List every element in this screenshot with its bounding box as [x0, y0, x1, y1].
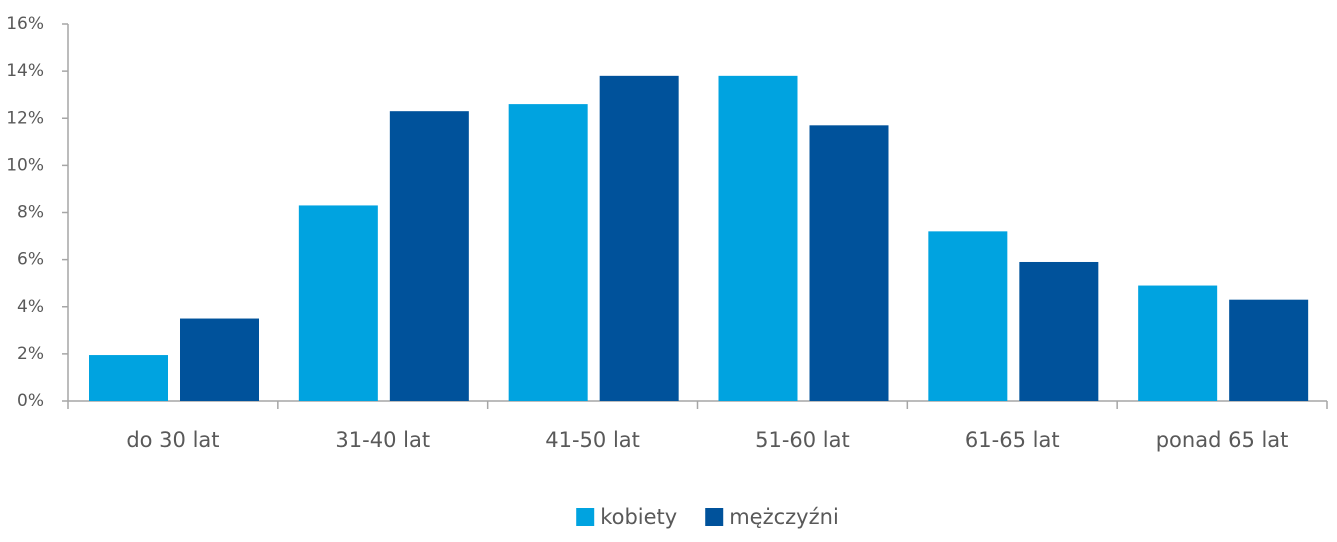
- y-tick-label: 6%: [17, 250, 44, 270]
- bar: [1138, 285, 1218, 401]
- bar: [508, 104, 588, 402]
- x-tick-label: 41-50 lat: [545, 428, 640, 452]
- y-tick-label: 2%: [17, 344, 44, 364]
- bar: [809, 125, 889, 401]
- y-tick-label: 4%: [17, 297, 44, 317]
- bar: [1229, 299, 1309, 401]
- bar: [718, 75, 798, 402]
- y-tick-label: 14%: [6, 61, 44, 81]
- bar: [389, 111, 469, 402]
- y-tick-label: 12%: [6, 108, 44, 128]
- bar: [180, 318, 259, 401]
- legend-swatch: [705, 508, 724, 526]
- bar: [928, 231, 1008, 401]
- x-tick-label: 61-65 lat: [965, 428, 1060, 452]
- bar: [298, 205, 378, 401]
- legend-swatch: [576, 508, 595, 526]
- x-tick-label: ponad 65 lat: [1156, 428, 1289, 452]
- legend-label: kobiety: [600, 505, 677, 529]
- x-tick-label: 31-40 lat: [335, 428, 430, 452]
- bar: [89, 355, 168, 401]
- x-tick-label: 51-60 lat: [755, 428, 850, 452]
- y-tick-label: 10%: [6, 155, 44, 175]
- legend-label: mężczyźni: [729, 505, 839, 529]
- y-tick-label: 8%: [17, 203, 44, 223]
- bar: [1019, 261, 1099, 401]
- y-tick-label: 16%: [6, 14, 44, 34]
- y-tick-label: 0%: [17, 391, 44, 411]
- bar: [599, 75, 679, 402]
- x-tick-label: do 30 lat: [126, 428, 219, 452]
